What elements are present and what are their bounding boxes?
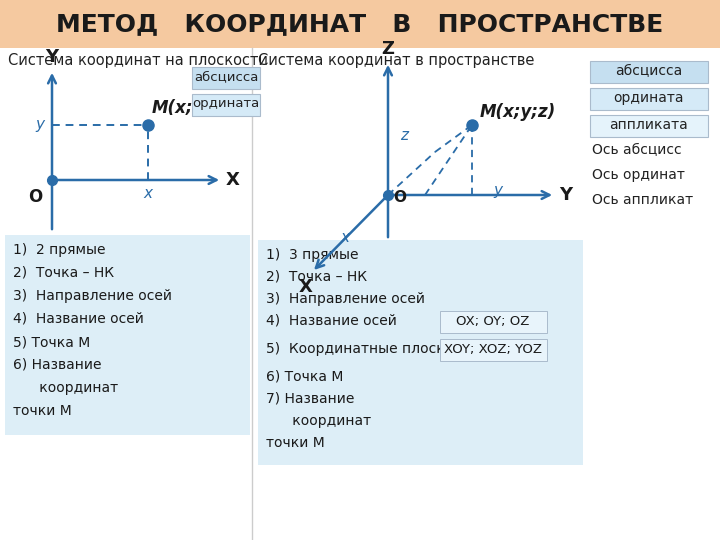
FancyBboxPatch shape	[440, 339, 547, 361]
Text: M(x;y): M(x;y)	[152, 99, 212, 117]
Text: y: y	[493, 183, 503, 198]
Text: 3)  Направление осей: 3) Направление осей	[266, 292, 425, 306]
Text: Z: Z	[382, 40, 395, 58]
Text: 6) Название: 6) Название	[13, 358, 102, 372]
FancyBboxPatch shape	[590, 115, 708, 137]
Text: 4)  Название осей: 4) Название осей	[266, 314, 397, 328]
Text: x: x	[143, 186, 153, 201]
Text: OX; OY; OZ: OX; OY; OZ	[456, 315, 530, 328]
Text: координат: координат	[13, 381, 118, 395]
FancyBboxPatch shape	[590, 61, 708, 83]
Text: O: O	[28, 188, 42, 206]
Text: O: O	[393, 190, 406, 205]
Text: абсцисса: абсцисса	[194, 71, 258, 84]
Text: x: x	[341, 230, 349, 245]
Text: Ось абсцисс: Ось абсцисс	[592, 143, 682, 157]
Text: 2)  Точка – НК: 2) Точка – НК	[13, 266, 114, 280]
Text: 5)  Координатные плоскости: 5) Координатные плоскости	[266, 342, 478, 356]
Text: точки М: точки М	[13, 404, 72, 418]
Text: ордината: ордината	[613, 91, 684, 105]
FancyBboxPatch shape	[590, 88, 708, 110]
Bar	[258, 240, 583, 465]
Text: Ось ординат: Ось ординат	[592, 168, 685, 182]
Text: 6) Точка М: 6) Точка М	[266, 370, 343, 384]
Text: 4)  Название осей: 4) Название осей	[13, 312, 144, 326]
Text: 7) Название: 7) Название	[266, 392, 354, 406]
Text: z: z	[400, 127, 408, 143]
Text: Система координат на плоскости: Система координат на плоскости	[8, 53, 268, 68]
Text: 1)  3 прямые: 1) 3 прямые	[266, 248, 359, 262]
Text: M(x;y;z): M(x;y;z)	[480, 103, 557, 121]
Text: 2)  Точка – НК: 2) Точка – НК	[266, 270, 367, 284]
FancyBboxPatch shape	[192, 67, 260, 89]
FancyBboxPatch shape	[440, 311, 547, 333]
Text: координат: координат	[266, 414, 371, 428]
FancyBboxPatch shape	[192, 94, 260, 116]
Text: y: y	[35, 118, 45, 132]
Text: абсцисса: абсцисса	[616, 64, 683, 78]
Text: Y: Y	[45, 48, 58, 66]
Text: Ось аппликат: Ось аппликат	[592, 193, 693, 207]
Text: аппликата: аппликата	[610, 118, 688, 132]
Text: ордината: ордината	[192, 98, 260, 111]
Bar	[5, 235, 250, 435]
Text: 5) Точка М: 5) Точка М	[13, 335, 90, 349]
Bar	[0, 0, 720, 48]
Text: Система координат в пространстве: Система координат в пространстве	[258, 53, 534, 68]
Text: 3)  Направление осей: 3) Направление осей	[13, 289, 172, 303]
Text: XOY; XOZ; YOZ: XOY; XOZ; YOZ	[444, 343, 542, 356]
Text: X: X	[299, 278, 313, 296]
Text: точки М: точки М	[266, 436, 325, 450]
Text: МЕТОД   КООРДИНАТ   В   ПРОСТРАНСТВЕ: МЕТОД КООРДИНАТ В ПРОСТРАНСТВЕ	[56, 12, 664, 36]
Text: X: X	[226, 171, 240, 189]
Text: Y: Y	[559, 186, 572, 204]
Text: 1)  2 прямые: 1) 2 прямые	[13, 243, 106, 257]
